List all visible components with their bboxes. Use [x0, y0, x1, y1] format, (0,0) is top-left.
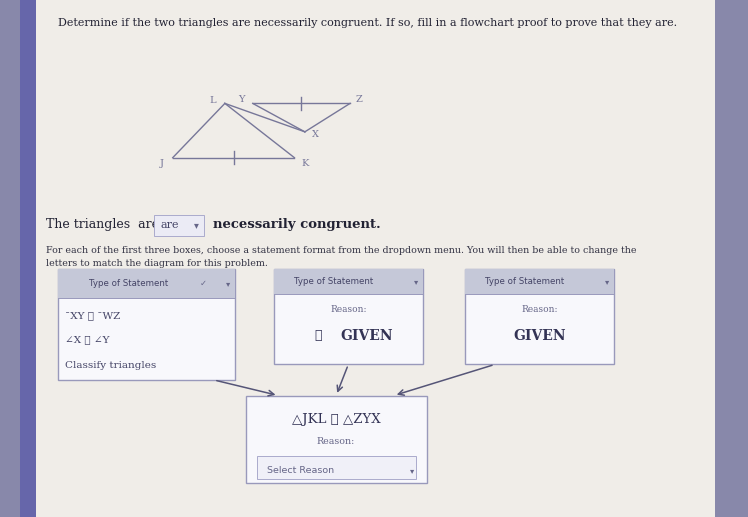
Text: Z: Z — [355, 95, 363, 104]
Text: Y: Y — [239, 95, 245, 104]
Text: Reason:: Reason: — [521, 305, 558, 313]
Text: △JKL ≅ △ZYX: △JKL ≅ △ZYX — [292, 413, 381, 425]
FancyBboxPatch shape — [58, 269, 236, 298]
Text: ✓: ✓ — [200, 279, 207, 288]
Text: J: J — [160, 159, 165, 169]
Text: ▾: ▾ — [194, 220, 198, 230]
Text: X: X — [312, 130, 319, 139]
Text: ▾: ▾ — [226, 279, 230, 288]
Text: Reason:: Reason: — [317, 437, 355, 446]
Text: ¯XY ≅ ¯WZ: ¯XY ≅ ¯WZ — [65, 311, 120, 320]
Text: ∠X ≅ ∠Y: ∠X ≅ ∠Y — [65, 336, 109, 345]
Text: For each of the first three boxes, choose a statement format from the dropdown m: For each of the first three boxes, choos… — [46, 246, 637, 268]
Text: GIVEN: GIVEN — [340, 329, 393, 343]
FancyBboxPatch shape — [274, 269, 423, 294]
Text: Classify triangles: Classify triangles — [65, 360, 156, 370]
Text: Type of Statement: Type of Statement — [485, 277, 564, 286]
FancyBboxPatch shape — [58, 269, 236, 380]
Text: ▾: ▾ — [605, 277, 610, 286]
FancyBboxPatch shape — [465, 269, 614, 294]
Text: ▾: ▾ — [414, 277, 418, 286]
Text: Determine if the two triangles are necessarily congruent. If so, fill in a flowc: Determine if the two triangles are neces… — [58, 18, 677, 28]
Text: The triangles  are: The triangles are — [46, 218, 159, 232]
Text: Type of Statement: Type of Statement — [294, 277, 373, 286]
Text: necessarily congruent.: necessarily congruent. — [213, 218, 381, 232]
Text: L: L — [209, 96, 215, 105]
FancyBboxPatch shape — [16, 0, 36, 517]
Text: GIVEN: GIVEN — [513, 329, 566, 343]
Text: Type of Statement: Type of Statement — [89, 279, 168, 288]
FancyBboxPatch shape — [257, 455, 416, 479]
Text: Select Reason: Select Reason — [268, 466, 334, 475]
Text: ⮤: ⮤ — [315, 329, 322, 342]
Text: ▾: ▾ — [410, 466, 414, 475]
FancyBboxPatch shape — [19, 0, 715, 517]
Text: Reason:: Reason: — [330, 305, 367, 313]
Text: K: K — [301, 159, 308, 169]
FancyBboxPatch shape — [465, 269, 614, 364]
Text: are: are — [161, 220, 180, 230]
FancyBboxPatch shape — [274, 269, 423, 364]
FancyBboxPatch shape — [154, 215, 204, 236]
FancyBboxPatch shape — [246, 396, 426, 483]
